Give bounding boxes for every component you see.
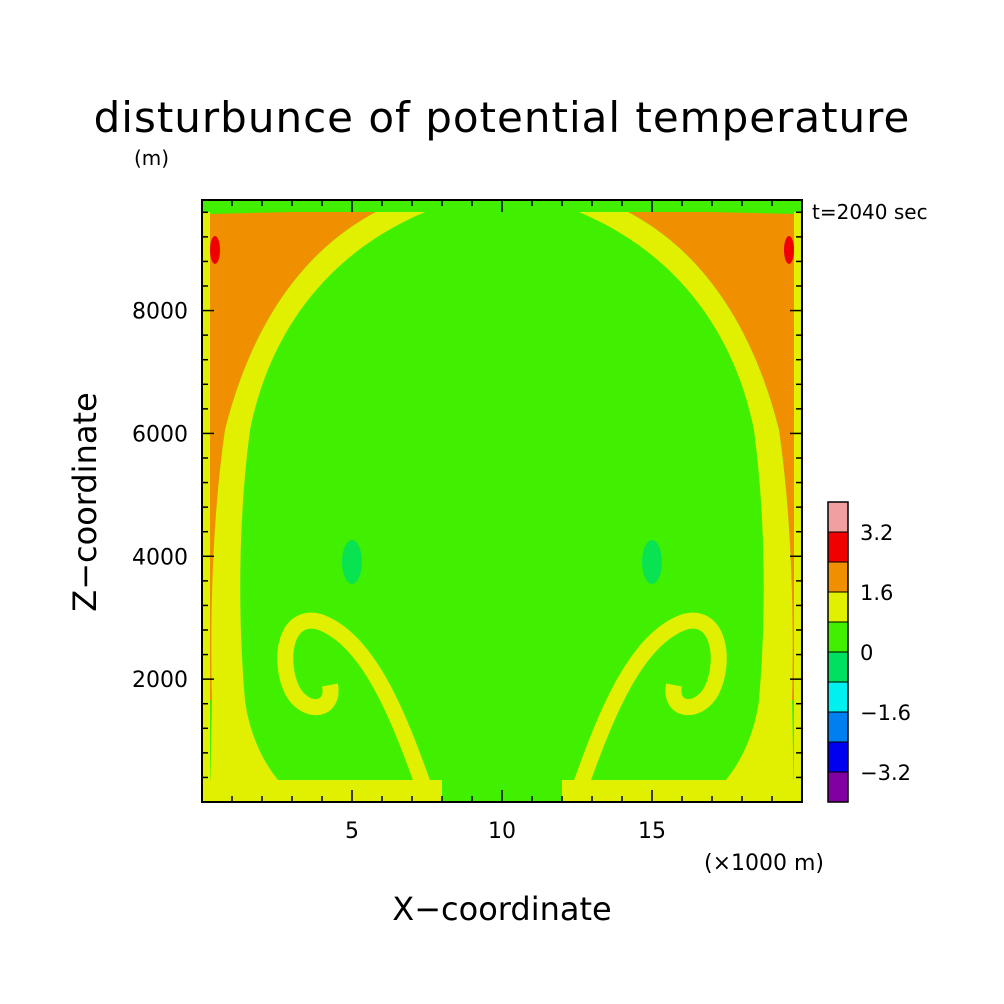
cool-patch-right bbox=[642, 540, 662, 584]
y-tick-label: 6000 bbox=[132, 422, 188, 447]
colorbar-swatch bbox=[828, 682, 848, 712]
colorbar-swatch bbox=[828, 502, 848, 532]
orange-region-right bbox=[624, 210, 796, 700]
colorbar-swatch bbox=[828, 652, 848, 682]
yellow-shell-right bbox=[574, 210, 794, 800]
contour-field bbox=[202, 200, 802, 802]
x-tick-label: 15 bbox=[638, 819, 666, 844]
vortex-roll-right bbox=[571, 612, 727, 793]
colorbar-swatch bbox=[828, 592, 848, 622]
colorbar-tick-label: 1.6 bbox=[860, 581, 893, 605]
x-axis: 5 10 15 bbox=[231, 200, 773, 844]
time-label: t=2040 sec bbox=[812, 200, 928, 224]
x-unit-label: (×1000 m) bbox=[704, 851, 824, 876]
yellow-edge-left bbox=[202, 200, 210, 802]
chart-title: disturbunce of potential temperature bbox=[94, 93, 911, 142]
y-axis-title: Z−coordinate bbox=[66, 392, 104, 611]
colorbar-swatch bbox=[828, 712, 848, 742]
x-tick-label: 10 bbox=[488, 819, 516, 844]
colorbar-swatch bbox=[828, 622, 848, 652]
warm-spot-left bbox=[210, 236, 220, 264]
y-tick-label: 4000 bbox=[132, 545, 188, 570]
x-tick-label: 5 bbox=[345, 819, 359, 844]
vortex-roll-left bbox=[277, 612, 433, 793]
colorbar-tick-label: 3.2 bbox=[860, 521, 893, 545]
colorbar-tick-label: −1.6 bbox=[860, 701, 911, 725]
colorbar-swatch bbox=[828, 772, 848, 802]
yellow-edge-right bbox=[794, 200, 802, 802]
yellow-shell-left bbox=[210, 210, 430, 800]
orange-region-left bbox=[208, 210, 380, 700]
colorbar-swatch bbox=[828, 742, 848, 772]
colorbar-tick-label: 0 bbox=[860, 641, 873, 665]
y-tick-label: 2000 bbox=[132, 668, 188, 693]
colorbar-swatch bbox=[828, 532, 848, 562]
colorbar: −3.2 −1.6 0 1.6 3.2 bbox=[827, 501, 911, 803]
cool-patch-left bbox=[342, 540, 362, 584]
colorbar-swatch bbox=[828, 562, 848, 592]
y-tick-label: 8000 bbox=[132, 300, 188, 325]
warm-spot-right bbox=[784, 236, 794, 264]
colorbar-tick-label: −3.2 bbox=[860, 761, 911, 785]
y-axis: 2000 4000 6000 8000 bbox=[132, 211, 802, 779]
x-axis-title: X−coordinate bbox=[392, 890, 611, 928]
chart-subtitle: (m) bbox=[134, 146, 169, 170]
